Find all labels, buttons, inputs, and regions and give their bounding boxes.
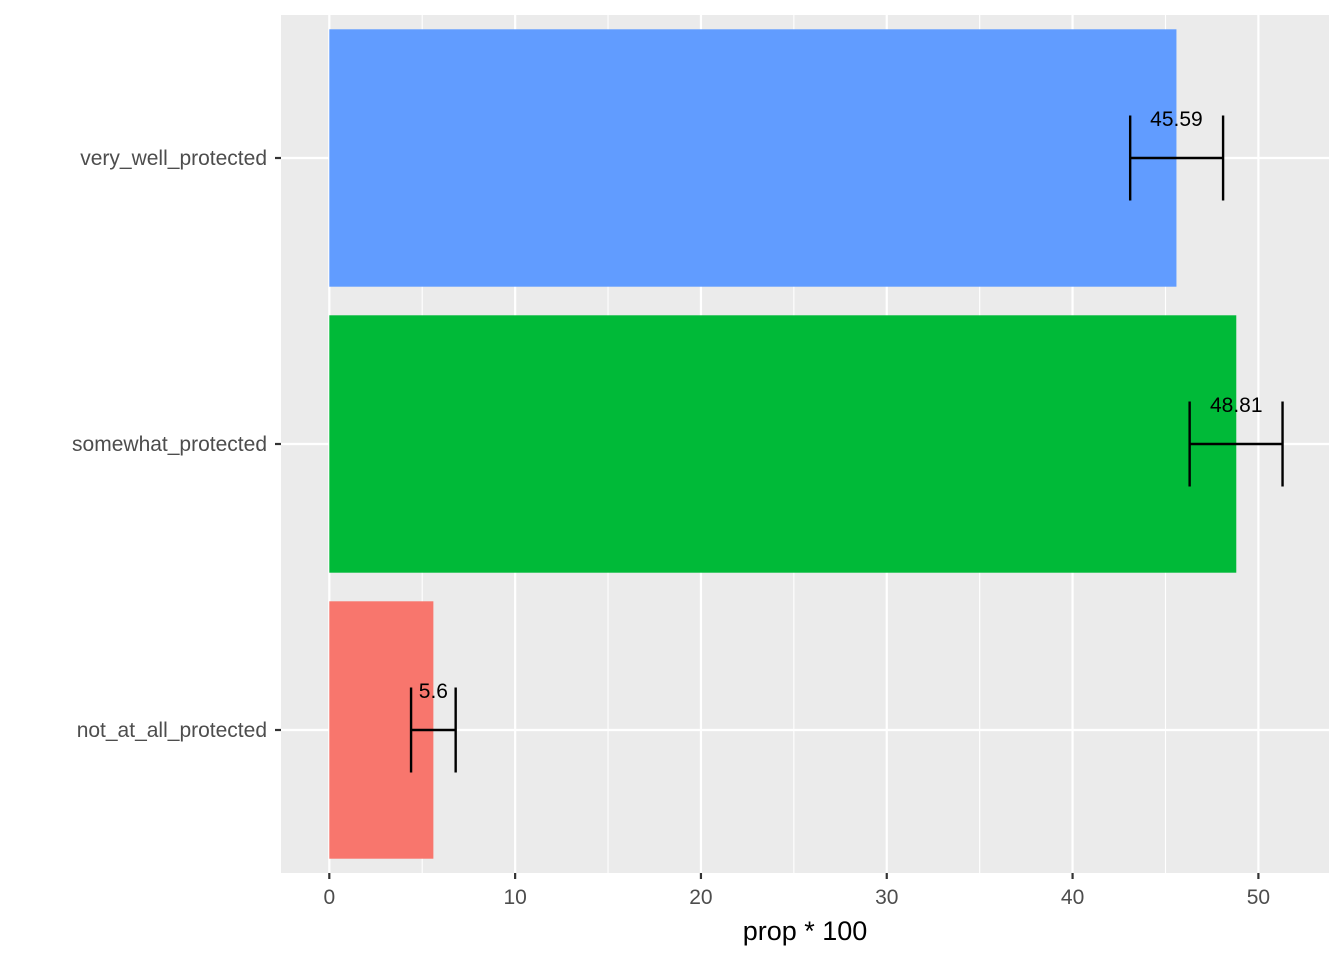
data-label: 45.59 bbox=[1150, 108, 1203, 131]
x-tick-label: 30 bbox=[875, 886, 898, 909]
error-bars bbox=[409, 115, 1284, 773]
x-tick-label: 50 bbox=[1247, 886, 1270, 909]
data-label: 48.81 bbox=[1210, 394, 1263, 417]
y-tick-label: not_at_all_protected bbox=[77, 719, 267, 742]
x-tick-label: 10 bbox=[503, 886, 526, 909]
x-tick-label: 0 bbox=[323, 886, 335, 909]
bar-very-well-protected bbox=[329, 29, 1177, 287]
x-axis-title: prop * 100 bbox=[743, 916, 868, 946]
y-tick-label: somewhat_protected bbox=[72, 433, 267, 456]
error-bar bbox=[409, 687, 457, 773]
x-axis: 0 10 20 30 40 50 bbox=[323, 873, 1270, 909]
error-bar bbox=[1128, 115, 1225, 201]
value-labels: 5.6 48.81 45.59 bbox=[419, 108, 1263, 703]
bar-somewhat-protected bbox=[329, 315, 1237, 573]
bars bbox=[329, 29, 1237, 859]
data-label: 5.6 bbox=[419, 680, 448, 703]
x-tick-label: 20 bbox=[689, 886, 712, 909]
y-axis: not_at_all_protected somewhat_protected ve… bbox=[72, 147, 281, 742]
error-bar bbox=[1188, 401, 1284, 487]
x-tick-label: 40 bbox=[1061, 886, 1084, 909]
y-tick-label: very_well_protected bbox=[80, 147, 267, 170]
